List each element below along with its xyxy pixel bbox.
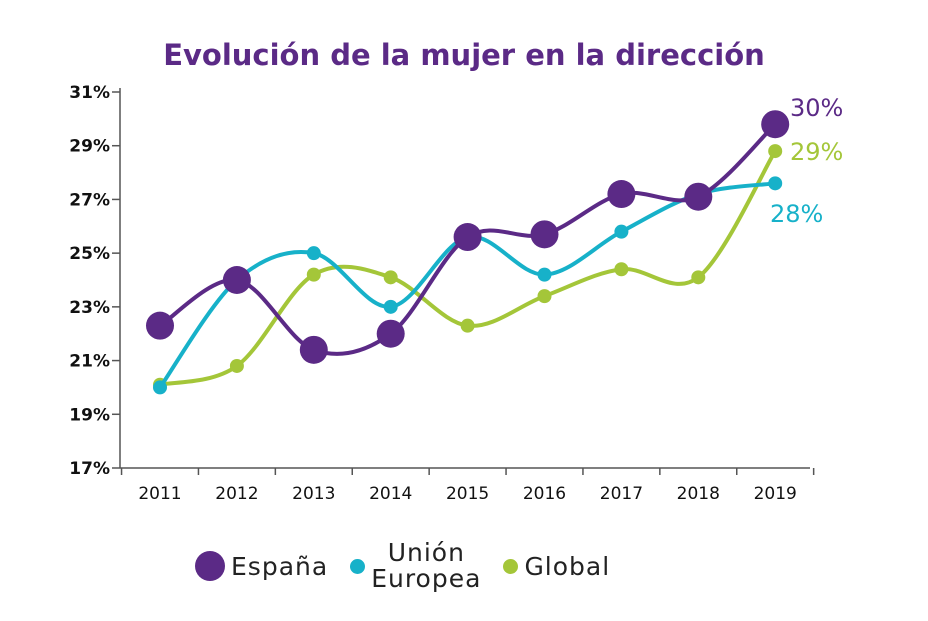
y-tick-label: 21%	[69, 352, 110, 372]
x-tick-label: 2014	[369, 484, 412, 504]
data-point	[768, 176, 783, 191]
legend-label: Unión Europea	[371, 538, 482, 593]
data-point	[453, 223, 482, 252]
data-point	[229, 358, 244, 373]
data-point	[299, 335, 328, 364]
y-tick-label: 23%	[69, 298, 110, 318]
data-point	[460, 318, 475, 333]
chart-title: Evolución de la mujer en la dirección	[163, 38, 765, 72]
data-point	[306, 246, 321, 261]
end-value-label: 28%	[770, 200, 823, 228]
legend-marker	[503, 558, 519, 574]
data-point	[306, 267, 321, 282]
legend-item-espana: España	[195, 551, 328, 581]
data-point	[614, 262, 629, 277]
data-point	[537, 267, 552, 282]
data-point	[607, 180, 636, 209]
legend-label: Global	[524, 551, 611, 581]
y-tick-label: 31%	[69, 83, 110, 103]
x-tick-label: 2015	[446, 484, 489, 504]
legend-item-global: Global	[503, 552, 610, 581]
x-tick-label: 2012	[215, 484, 258, 504]
y-tick-label: 19%	[69, 405, 110, 425]
x-tick-label: 2019	[754, 484, 797, 504]
x-tick-label: 2017	[600, 484, 643, 504]
y-tick-label: 17%	[69, 459, 110, 479]
data-point	[153, 380, 167, 395]
x-tick-label: 2011	[138, 484, 181, 504]
x-tick-label: 2018	[677, 484, 720, 504]
y-tick-label: 29%	[69, 137, 110, 157]
x-tick-label: 2013	[292, 484, 335, 504]
data-point	[222, 266, 251, 294]
legend-marker	[195, 551, 225, 581]
legend-marker	[350, 558, 366, 574]
data-point	[614, 224, 629, 239]
data-point	[376, 319, 405, 348]
end-value-label: 30%	[790, 94, 843, 122]
x-tick-label: 2016	[523, 484, 566, 504]
data-point	[768, 144, 783, 159]
legend: España Unión Europea Global	[195, 540, 632, 592]
legend-label: España	[231, 551, 329, 581]
data-point	[530, 220, 559, 249]
legend-item-ue: Unión Europea	[350, 540, 481, 592]
y-tick-label: 27%	[69, 190, 110, 210]
data-point	[684, 182, 713, 211]
end-value-label: 29%	[790, 138, 843, 166]
data-point	[691, 270, 706, 285]
data-point	[537, 289, 552, 304]
y-tick-label: 25%	[69, 244, 110, 264]
data-point	[383, 270, 398, 285]
data-point	[146, 311, 174, 340]
data-point	[383, 299, 398, 314]
data-point	[761, 110, 790, 139]
